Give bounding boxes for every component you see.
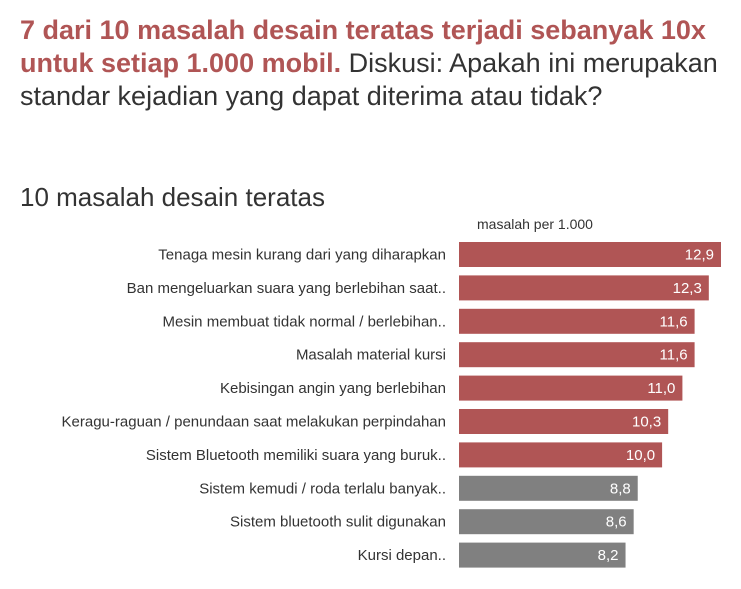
value-label-7: 10,0 bbox=[626, 447, 655, 464]
unit-label: masalah per 1.000 bbox=[477, 216, 593, 232]
bar-6 bbox=[459, 409, 669, 434]
bar-8 bbox=[459, 475, 638, 501]
value-label-8: 8,8 bbox=[610, 480, 631, 497]
category-label-6: Keragu-raguan / penundaan saat melakukan… bbox=[62, 414, 446, 431]
value-label-10: 8,2 bbox=[598, 547, 619, 564]
bar-3 bbox=[459, 308, 695, 334]
value-label-5: 11,0 bbox=[647, 380, 675, 397]
chart-title: 10 masalah desain teratas bbox=[20, 182, 325, 212]
value-label-4: 11,6 bbox=[660, 347, 688, 364]
category-label-2: Ban mengeluarkan suara yang berlebihan s… bbox=[127, 280, 446, 297]
value-label-1: 12,9 bbox=[685, 247, 714, 264]
category-label-4: Masalah material kursi bbox=[296, 347, 446, 364]
category-label-8: Sistem kemudi / roda terlalu banyak.. bbox=[199, 480, 446, 497]
category-label-1: Tenaga mesin kurang dari yang diharapkan bbox=[158, 247, 446, 264]
value-label-2: 12,3 bbox=[673, 280, 702, 297]
value-label-9: 8,6 bbox=[606, 514, 627, 531]
category-label-5: Kebisingan angin yang berlebihan bbox=[220, 380, 446, 397]
bar-1 bbox=[459, 242, 721, 267]
headline-emphasis: 7 dari 10 masalah desain teratas terjadi… bbox=[20, 15, 706, 78]
headline: 7 dari 10 masalah desain teratas terjadi… bbox=[20, 14, 725, 113]
bar-7 bbox=[459, 442, 663, 468]
category-label-10: Kursi depan.. bbox=[358, 547, 446, 564]
bar-9 bbox=[459, 509, 634, 535]
bar-2 bbox=[459, 275, 709, 301]
category-label-7: Sistem Bluetooth memiliki suara yang bur… bbox=[146, 447, 446, 464]
bar-10 bbox=[459, 542, 626, 568]
category-label-3: Mesin membuat tidak normal / berlebihan.… bbox=[163, 313, 446, 330]
bar-5 bbox=[459, 375, 683, 401]
bar-4 bbox=[459, 342, 695, 368]
headline-question: Diskusi: Apakah ini merupakan standar ke… bbox=[20, 48, 718, 111]
value-label-6: 10,3 bbox=[632, 414, 661, 431]
category-label-9: Sistem bluetooth sulit digunakan bbox=[230, 514, 446, 531]
value-label-3: 11,6 bbox=[660, 313, 688, 330]
